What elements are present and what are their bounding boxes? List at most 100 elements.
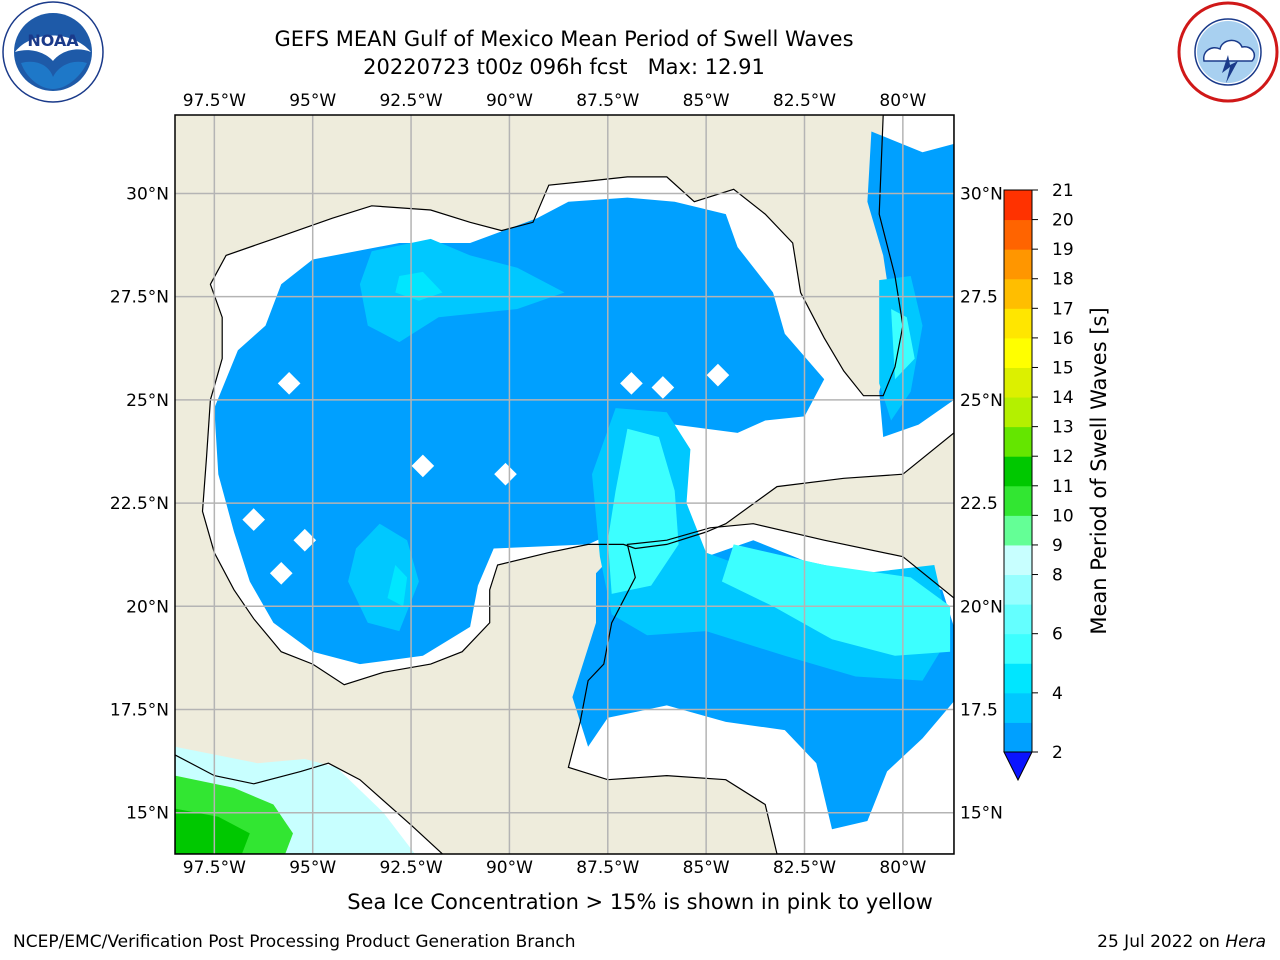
x-tick-label-top: 95°W — [289, 91, 336, 111]
field-campeche-core — [387, 565, 408, 607]
colorbar-tick-label: 8 — [1052, 566, 1063, 586]
footer-date-text: 25 Jul 2022 on — [1097, 932, 1220, 952]
no-data-hole — [494, 462, 517, 486]
colorbar-segment — [1004, 456, 1032, 487]
footer-host: Hera — [1225, 932, 1266, 952]
colorbar-segment — [1004, 544, 1032, 576]
colorbar-segment — [1004, 190, 1032, 221]
pacific-coastline — [175, 754, 444, 854]
x-tick-label-top: 85°W — [683, 91, 730, 111]
x-tick-label-bottom: 90°W — [486, 858, 533, 878]
no-data-hole — [277, 372, 301, 395]
colorbar-segment — [1004, 367, 1032, 398]
footer-producer: NCEP/EMC/Verification Post Processing Pr… — [13, 932, 576, 952]
no-data-hole — [269, 561, 293, 585]
y-tick-label-left: 22.5°N — [110, 494, 169, 514]
noaa-logo-text: NOAA — [27, 31, 79, 50]
colorbar-tick-label: 6 — [1052, 625, 1063, 645]
no-data-hole — [773, 438, 797, 461]
y-tick-label-left: 20°N — [126, 597, 169, 617]
no-data-hole — [706, 363, 730, 387]
footer-date: 25 Jul 2022 on Hera — [1097, 932, 1266, 952]
colorbar-segment — [1004, 249, 1032, 280]
no-data-hole — [620, 372, 643, 395]
colorbar-segment — [1004, 574, 1032, 605]
colorbar-tick-label: 18 — [1052, 270, 1074, 290]
y-tick-label-left: 17.5°N — [110, 701, 169, 721]
sea-ice-note: Sea Ice Concentration > 15% is shown in … — [347, 890, 933, 914]
colorbar-segment — [1004, 722, 1032, 753]
colorbar-tick-label: 9 — [1052, 536, 1063, 556]
colorbar-tick-label: 19 — [1052, 240, 1074, 260]
colorbar-tick-label: 21 — [1052, 181, 1074, 201]
plot-frame — [174, 114, 955, 855]
x-tick-label-top: 92.5°W — [379, 91, 442, 111]
colorbar-segment — [1004, 397, 1032, 428]
x-tick-label-bottom: 80°W — [879, 858, 926, 878]
noaa-logo-icon: NOAA — [2, 1, 104, 103]
colorbar-segment — [1004, 485, 1032, 516]
y-tick-label-right: 15°N — [960, 804, 1003, 824]
y-tick-label-left: 30°N — [126, 184, 169, 204]
x-tick-label-top: 97.5°W — [183, 91, 246, 111]
x-tick-label-top: 87.5°W — [576, 91, 639, 111]
colorbar-tick-label: 12 — [1052, 447, 1074, 467]
field-northwest-caribbean — [721, 544, 951, 656]
chart-title: GEFS MEAN Gulf of Mexico Mean Period of … — [274, 27, 854, 51]
colorbar-tick-label: 14 — [1052, 388, 1074, 408]
colorbar-tick-label: 10 — [1052, 506, 1074, 526]
colorbar-tick-label: 16 — [1052, 329, 1074, 349]
colorbar-segment — [1004, 604, 1032, 635]
y-tick-label-right: 22.5 — [960, 494, 998, 514]
colorbar-tick-label: 17 — [1052, 299, 1074, 319]
colorbar-tick-label: 15 — [1052, 358, 1074, 378]
x-tick-label-top: 82.5°W — [773, 91, 836, 111]
no-data-hole — [651, 376, 675, 399]
x-tick-label-bottom: 85°W — [683, 858, 730, 878]
y-tick-label-right: 20°N — [960, 597, 1003, 617]
x-tick-label-bottom: 82.5°W — [773, 858, 836, 878]
x-tick-label-bottom: 95°W — [289, 858, 336, 878]
field-pacific-inner — [175, 808, 250, 854]
y-tick-label-right: 25°N — [960, 391, 1003, 411]
colorbar-segment — [1004, 515, 1032, 546]
x-tick-label-bottom: 87.5°W — [576, 858, 639, 878]
gulf-coastline — [201, 115, 954, 686]
y-tick-label-left: 15°N — [126, 804, 169, 824]
nws-logo-icon — [1177, 1, 1279, 103]
colorbar-extend-min — [1003, 751, 1033, 782]
colorbar-tick-label: 11 — [1052, 477, 1074, 497]
colorbar-label: Mean Period of Swell Waves [s] — [1087, 307, 1111, 634]
colorbar-tick-label: 20 — [1052, 211, 1074, 231]
x-tick-label-top: 80°W — [879, 91, 926, 111]
colorbar-segment — [1004, 633, 1032, 664]
colorbar-segment — [1004, 219, 1032, 250]
colorbar-tick-label: 13 — [1052, 418, 1074, 438]
map-area — [175, 115, 954, 854]
colorbar-segment — [1004, 337, 1032, 368]
y-tick-label-left: 27.5°N — [110, 288, 169, 308]
colorbar-segment — [1004, 426, 1032, 457]
field-north-shelf-core — [395, 271, 443, 301]
y-tick-label-left: 25°N — [126, 391, 169, 411]
colorbar-tick-label: 4 — [1052, 684, 1063, 704]
colorbar-segment — [1004, 278, 1032, 309]
chart-subtitle: 20220723 t00z 096h fcst Max: 12.91 — [0, 55, 1128, 79]
y-tick-label-right: 27.5 — [960, 288, 998, 308]
colorbar-segment — [1004, 692, 1032, 723]
x-tick-label-bottom: 97.5°W — [183, 858, 246, 878]
colorbar-tick-label: 2 — [1052, 743, 1063, 763]
field-yucatan-channel — [607, 428, 679, 594]
x-tick-label-bottom: 92.5°W — [379, 858, 442, 878]
colorbar-frame — [1003, 189, 1033, 753]
forecast-run: 20220723 t00z 096h fcst — [363, 55, 628, 79]
caribbean-coastline — [567, 523, 954, 854]
x-tick-label-top: 90°W — [486, 91, 533, 111]
max-value: Max: 12.91 — [647, 55, 765, 79]
colorbar-segment — [1004, 663, 1032, 694]
y-tick-label-right: 17.5 — [960, 701, 998, 721]
colorbar-segment — [1004, 308, 1032, 339]
y-tick-label-right: 30°N — [960, 184, 1003, 204]
